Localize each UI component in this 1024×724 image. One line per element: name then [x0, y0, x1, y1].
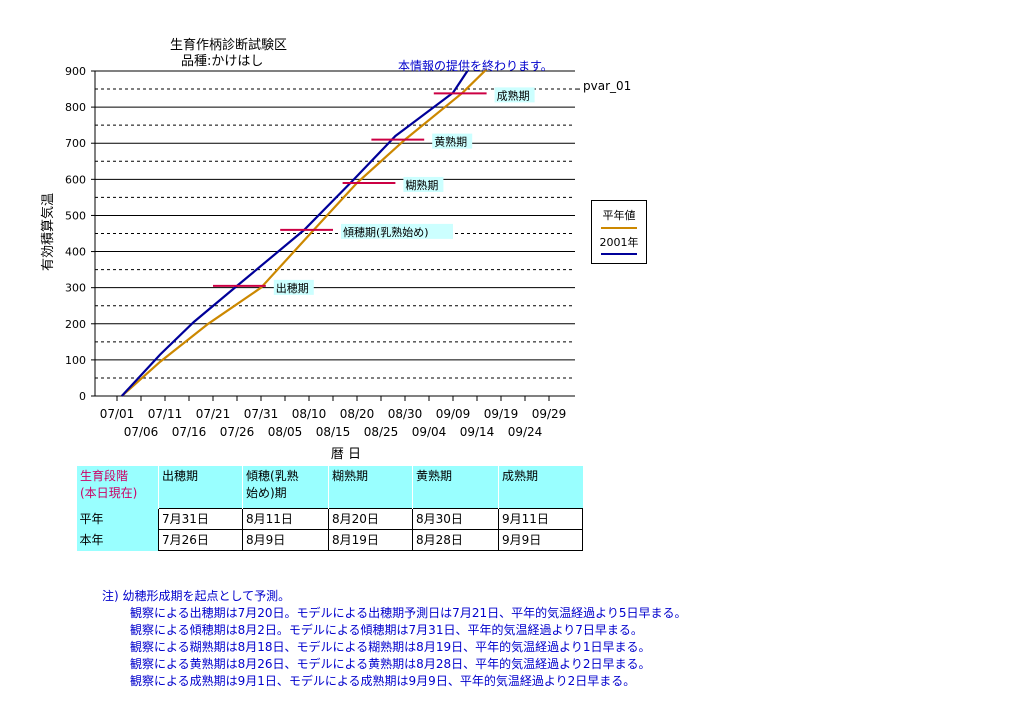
- x-tick-label: 07/31: [244, 407, 279, 421]
- stage-col-heading: 出穂期: [158, 466, 243, 509]
- stage-label-bg: [341, 223, 453, 239]
- note-line: 観察による成熟期は9月1日、モデルによる成熟期は9月9日、平年的気温経過より2日…: [130, 674, 636, 688]
- announcement: 本情報の提供を終わります。: [398, 59, 553, 73]
- y-tick-label: 200: [65, 318, 86, 331]
- stage-cell: 8月11日: [242, 508, 329, 530]
- stage-table-header: 生育段階 (本日現在) 出穂期 傾穂(乳熟 始め)期 糊熟期 黄熟期 成熟期: [76, 466, 583, 509]
- x-tick-label: 08/25: [364, 425, 399, 439]
- legend: 平年値 2001年: [591, 200, 647, 264]
- stage-label: 糊熟期: [405, 178, 438, 192]
- stage-label-bg: [432, 133, 473, 149]
- x-tick-label: 08/10: [292, 407, 327, 421]
- note-line: 観察による傾穂期は8月2日。モデルによる傾穂期は7月31日、平年的気温経過より7…: [130, 623, 643, 637]
- x-tick-label: 07/21: [196, 407, 231, 421]
- y-tick-label: 800: [65, 101, 86, 114]
- note-line: 観察による黄熟期は8月26日、モデルによる黄熟期は8月28日、平年的気温経過より…: [130, 657, 651, 671]
- y-tick-label: 900: [65, 65, 86, 78]
- note-line: 観察による糊熟期は8月18日、モデルによる糊熟期は8月19日、平年的気温経過より…: [130, 640, 651, 654]
- var-label: pvar_01: [583, 79, 632, 93]
- x-tick-label: 09/19: [484, 407, 519, 421]
- stage-header-label: 生育段階 (本日現在): [76, 466, 159, 509]
- stage-table: 生育段階 (本日現在) 出穂期 傾穂(乳熟 始め)期 糊熟期 黄熟期 成熟期 平…: [76, 466, 583, 551]
- stage-cell: 8月20日: [328, 508, 413, 530]
- stage-col-lodging: 傾穂(乳熟 始め)期: [242, 466, 329, 509]
- stage-label: 黄熟期: [434, 135, 467, 149]
- x-tick-label: 08/05: [268, 425, 303, 439]
- y-tick-label: 0: [79, 390, 86, 403]
- stage-cell: 7月31日: [158, 508, 243, 530]
- x-tick-label: 09/09: [436, 407, 471, 421]
- stage-cell: 8月9日: [242, 529, 329, 551]
- x-tick-label: 08/30: [388, 407, 423, 421]
- stage-header-label-1: 生育段階: [80, 469, 129, 483]
- stage-cell: 8月19日: [328, 529, 413, 551]
- stage-row-label: 平年: [76, 508, 159, 530]
- legend-label-2001: 2001年: [599, 236, 639, 249]
- y-tick-label: 700: [65, 137, 86, 150]
- y-tick-label: 500: [65, 209, 86, 222]
- x-tick-label: 07/26: [220, 425, 255, 439]
- stage-label-bg: [494, 87, 535, 103]
- stage-cell: 9月11日: [498, 508, 583, 530]
- x-tick-label: 07/06: [124, 425, 159, 439]
- y-tick-label: 400: [65, 246, 86, 259]
- y-tick-label: 100: [65, 354, 86, 367]
- y-axis-label: 有効積算気温: [40, 193, 56, 271]
- stage-label: 傾穂期(乳熟始め): [343, 225, 429, 239]
- x-tick-label: 07/01: [100, 407, 135, 421]
- stage-col-dough: 糊熟期: [328, 466, 413, 509]
- stage-label-bg: [403, 176, 444, 192]
- x-tick-label: 07/16: [172, 425, 207, 439]
- x-tick-label: 09/29: [532, 407, 567, 421]
- stage-cell: 9月9日: [498, 529, 583, 551]
- x-tick-label: 09/24: [508, 425, 543, 439]
- chart-svg: 0 100 200 300 400 500 600 700 800 900 07/01 07/11 07…: [40, 65, 580, 462]
- note-line: 観察による出穂期は7月20日。モデルによる出穂期予測日は7月21日、平年的気温経…: [130, 606, 687, 620]
- stage-cell: 8月28日: [412, 529, 499, 551]
- stage-row-normal: 平年 7月31日 8月11日 8月20日 8月30日 9月11日: [76, 508, 583, 530]
- stage-col-mature: 成熟期: [498, 466, 583, 509]
- stage-cell: 8月30日: [412, 508, 499, 530]
- stage-row-this-year: 本年 7月26日 8月9日 8月19日 8月28日 9月9日: [76, 529, 583, 551]
- stage-row-label: 本年: [76, 529, 159, 551]
- stage-label-bg: [273, 279, 314, 295]
- legend-swatch-normal: [601, 227, 637, 229]
- chart-subtitle: 品種:かけはし: [181, 54, 264, 69]
- y-tick-label: 300: [65, 282, 86, 295]
- note-header: 注) 幼穂形成期を起点として予測。: [102, 589, 291, 603]
- stage-label: 出穂期: [276, 281, 309, 295]
- x-axis-label: 暦 日: [331, 447, 361, 462]
- x-tick-label: 08/15: [316, 425, 351, 439]
- x-tick-label: 08/20: [340, 407, 375, 421]
- legend-swatch-2001: [601, 253, 637, 255]
- notes: 注) 幼穂形成期を起点として予測。 観察による出穂期は7月20日。モデルによる出…: [102, 588, 687, 690]
- stage-label: 成熟期: [497, 88, 530, 102]
- stage-header-label-2: (本日現在): [80, 486, 138, 500]
- stage-cell: 7月26日: [158, 529, 243, 551]
- x-tick-label: 09/14: [460, 425, 495, 439]
- stage-col-yellow: 黄熟期: [412, 466, 499, 509]
- x-tick-label: 07/11: [148, 407, 183, 421]
- y-tick-label: 600: [65, 173, 86, 186]
- legend-label-normal: 平年値: [602, 209, 636, 222]
- x-tick-label: 09/04: [412, 425, 447, 439]
- chart-title: 生育作柄診断試験区: [170, 38, 288, 53]
